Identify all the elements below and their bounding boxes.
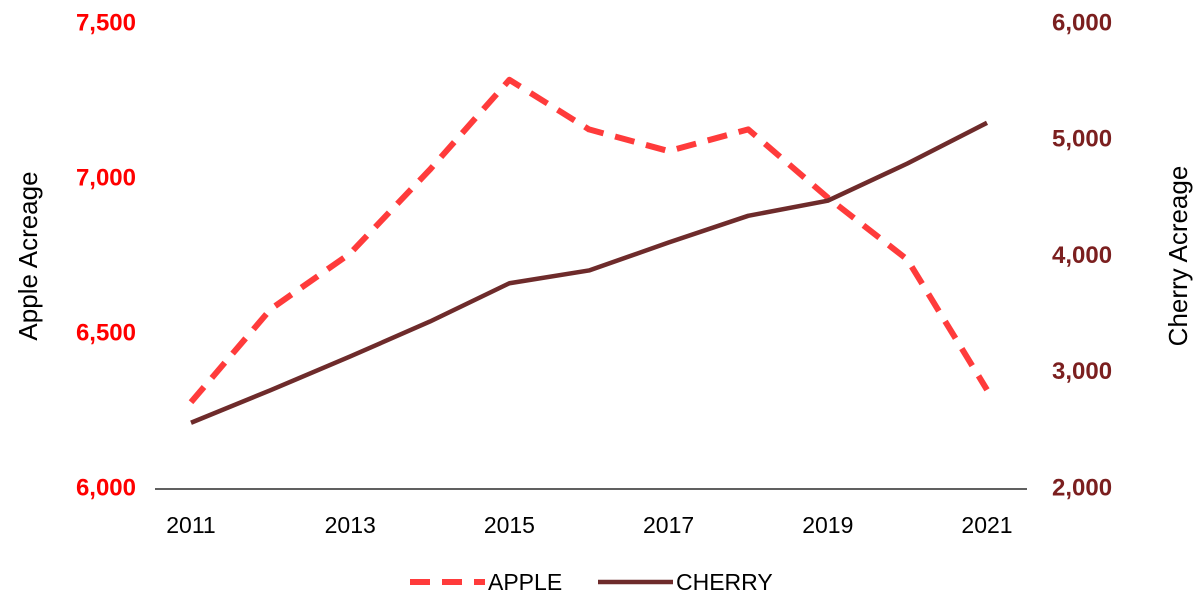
- series-line: [188, 76, 990, 405]
- y-tick-label: 6,500: [76, 319, 136, 346]
- x-tick-label: 2011: [166, 512, 215, 538]
- series-line: [190, 120, 989, 425]
- x-tick-label: 2019: [802, 512, 853, 538]
- x-tick-label: 2013: [325, 512, 376, 538]
- y-tick-label: 6,000: [76, 474, 136, 501]
- y2-axis-title: Cherry Acreage: [1163, 166, 1193, 347]
- y-tick-label: 7,000: [76, 164, 136, 191]
- y-tick-label: 7,500: [76, 9, 136, 36]
- legend-label: APPLE: [488, 569, 562, 595]
- y2-tick-label: 4,000: [1052, 242, 1112, 269]
- y2-tick-label: 6,000: [1052, 9, 1112, 36]
- y2-tick-label: 3,000: [1052, 358, 1112, 385]
- y2-tick-label: 5,000: [1052, 126, 1112, 153]
- x-tick-label: 2017: [643, 512, 694, 538]
- legend-label: CHERRY: [676, 569, 773, 595]
- y-axis-title: Apple Acreage: [13, 171, 43, 340]
- y2-tick-label: 2,000: [1052, 474, 1112, 501]
- x-tick-label: 2021: [961, 512, 1012, 538]
- x-tick-label: 2015: [484, 512, 535, 538]
